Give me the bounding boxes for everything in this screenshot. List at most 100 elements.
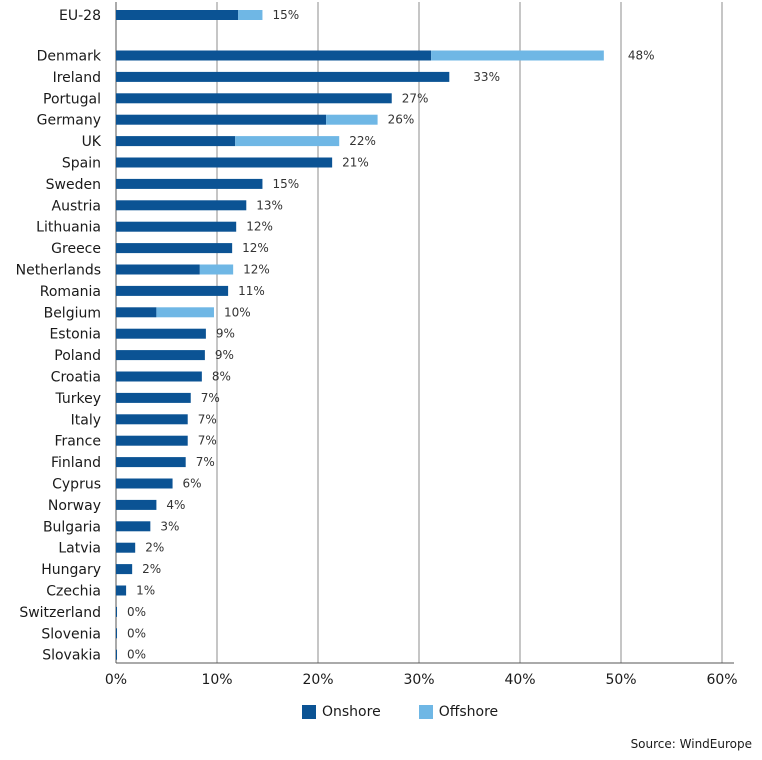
bar-onshore: [116, 542, 136, 553]
total-label: 48%: [628, 49, 655, 63]
total-label: 15%: [272, 8, 299, 22]
bar-onshore: [116, 585, 127, 596]
total-label: 8%: [212, 370, 231, 384]
total-label: 6%: [183, 477, 202, 491]
total-label: 7%: [198, 412, 217, 426]
wind-share-bar-chart: 0% 10% 20% 30% 40% 50% 60% EU-28 15% Denmark 48% Ir…: [16, 2, 738, 688]
total-label: 15%: [272, 177, 299, 191]
category-label: Norway: [48, 498, 101, 514]
category-label: Latvia: [58, 541, 101, 557]
category-label: Switzerland: [19, 605, 101, 621]
x-tick-label: 0%: [105, 672, 127, 688]
x-tick-label: 10%: [201, 672, 232, 688]
bar-onshore: [116, 200, 247, 211]
category-label: EU-28: [59, 8, 101, 24]
total-label: 26%: [388, 113, 415, 127]
legend-label-onshore: Onshore: [322, 704, 381, 720]
category-label: France: [54, 434, 101, 450]
category-label: Portugal: [43, 91, 101, 107]
total-label: 7%: [196, 455, 215, 469]
total-label: 7%: [198, 434, 217, 448]
category-label: Netherlands: [16, 263, 101, 279]
source-note: Source: WindEurope: [630, 737, 752, 751]
category-label: Turkey: [54, 391, 101, 407]
total-label: 33%: [473, 70, 500, 84]
total-label: 9%: [215, 348, 234, 362]
total-label: 3%: [160, 519, 179, 533]
category-label: Austria: [52, 198, 101, 214]
category-label: Romania: [40, 284, 101, 300]
bar-offshore: [199, 264, 234, 275]
legend-label-offshore: Offshore: [438, 704, 499, 720]
bar-onshore: [116, 157, 333, 168]
bar-onshore: [116, 50, 432, 61]
category-label: Sweden: [46, 177, 101, 193]
bar-onshore: [116, 564, 133, 575]
total-label: 4%: [166, 498, 185, 512]
bar-onshore: [116, 392, 191, 403]
total-label: 2%: [142, 562, 161, 576]
bar-onshore: [116, 371, 202, 382]
x-tick-label: 50%: [605, 672, 636, 688]
bar-offshore: [326, 114, 378, 125]
x-tick-label: 40%: [504, 672, 535, 688]
total-label: 21%: [342, 156, 369, 170]
total-label: 9%: [216, 327, 235, 341]
x-tick-label: 20%: [302, 672, 333, 688]
x-tick-label: 60%: [706, 672, 737, 688]
bar-onshore: [116, 136, 236, 147]
bar-onshore: [116, 114, 327, 125]
bar-onshore: [116, 178, 263, 189]
bar-onshore: [116, 457, 186, 468]
category-label: Belgium: [44, 305, 101, 321]
total-label: 0%: [127, 648, 146, 662]
bar-onshore: [116, 478, 173, 489]
bar-offshore: [238, 10, 263, 20]
category-label: Cyprus: [52, 477, 101, 493]
total-label: 11%: [238, 284, 265, 298]
category-label: Hungary: [41, 562, 101, 578]
bar-onshore: [116, 350, 205, 361]
legend-item-onshore: Onshore: [302, 704, 381, 720]
bar-onshore: [116, 499, 157, 510]
bar-onshore: [116, 10, 239, 20]
chart-legend: Onshore Offshore: [302, 704, 536, 720]
category-label: Denmark: [37, 49, 102, 65]
category-label: Bulgaria: [43, 519, 101, 535]
category-label: Spain: [62, 156, 101, 172]
total-label: 7%: [201, 391, 220, 405]
bar-onshore: [116, 435, 188, 446]
category-label: UK: [82, 134, 102, 150]
bar-onshore: [116, 243, 233, 254]
total-label: 0%: [127, 626, 146, 640]
bar-offshore: [431, 50, 604, 61]
category-label: Croatia: [51, 370, 101, 386]
total-label: 12%: [246, 220, 273, 234]
total-label: 1%: [136, 584, 155, 598]
total-label: 2%: [145, 541, 164, 555]
bar-onshore: [116, 307, 157, 318]
bar-onshore: [116, 521, 151, 532]
category-label: Poland: [54, 348, 101, 364]
category-label: Ireland: [53, 70, 101, 86]
total-label: 0%: [127, 605, 146, 619]
bar-onshore: [116, 285, 229, 296]
category-label: Czechia: [46, 584, 101, 600]
total-label: 12%: [242, 241, 269, 255]
total-label: 27%: [402, 91, 429, 105]
legend-swatch-onshore: [302, 705, 316, 719]
total-label: 10%: [224, 305, 251, 319]
bar-onshore: [116, 221, 237, 232]
category-label: Greece: [51, 241, 101, 257]
category-label: Germany: [37, 113, 101, 129]
bar-offshore: [156, 307, 214, 318]
bar-onshore: [116, 264, 200, 275]
bar-onshore: [116, 414, 188, 425]
total-label: 12%: [243, 263, 270, 277]
x-tick-label: 30%: [403, 672, 434, 688]
bar-onshore: [116, 649, 118, 660]
bar-onshore: [116, 606, 118, 617]
bar-onshore: [116, 328, 206, 339]
category-label: Lithuania: [36, 220, 101, 236]
legend-item-offshore: Offshore: [418, 704, 499, 720]
